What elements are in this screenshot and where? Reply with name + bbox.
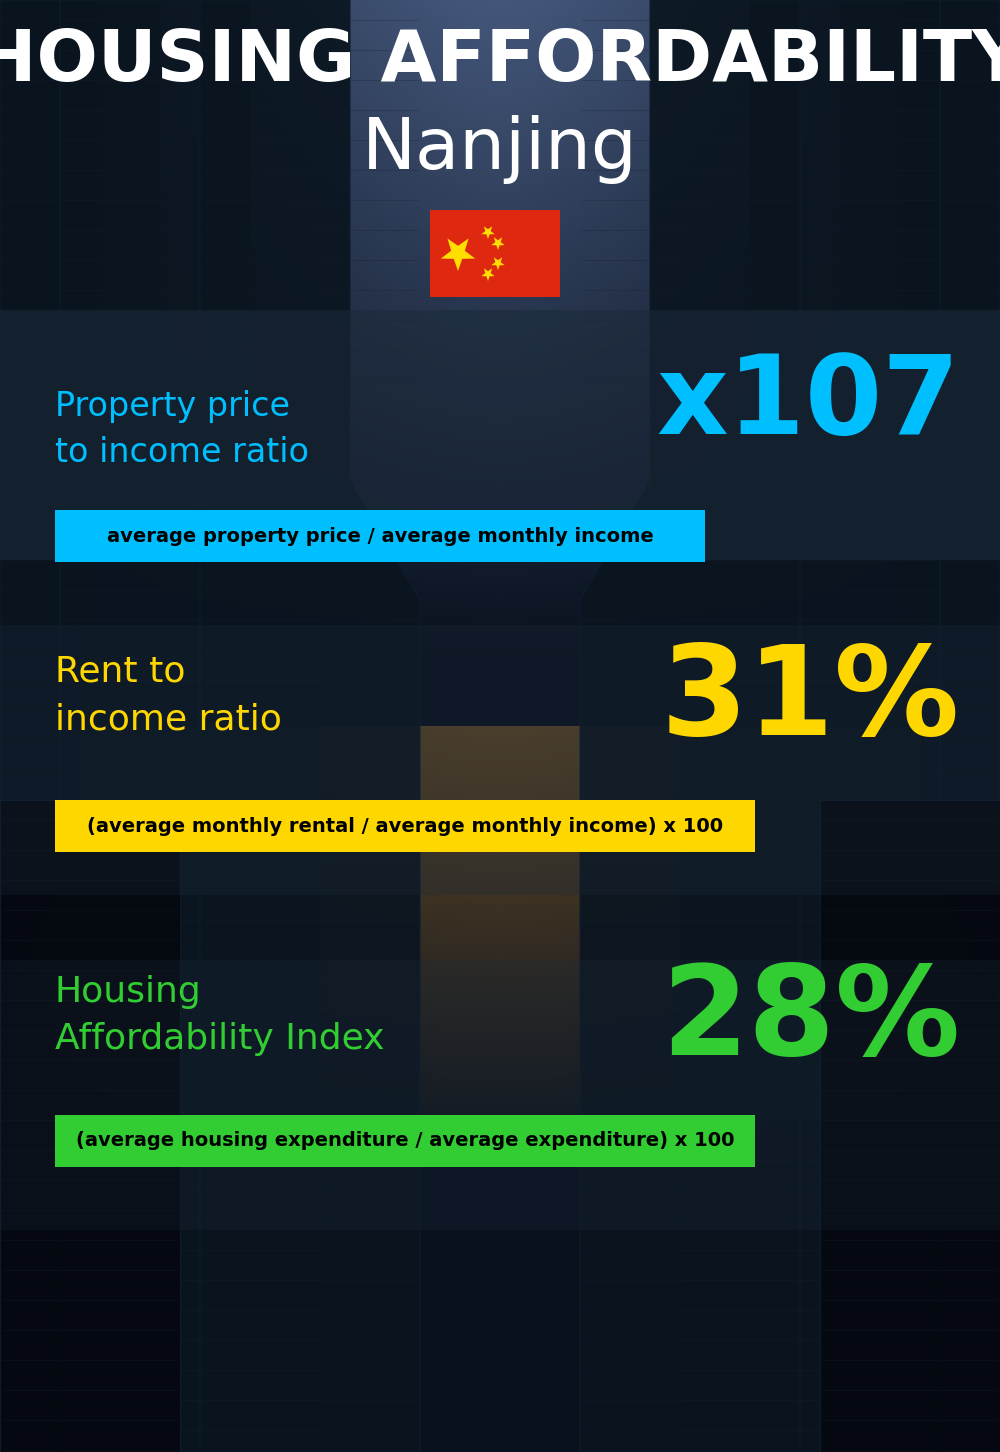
Polygon shape bbox=[0, 800, 180, 1452]
Polygon shape bbox=[900, 0, 1000, 700]
Polygon shape bbox=[200, 0, 420, 1452]
FancyBboxPatch shape bbox=[0, 960, 1000, 1230]
FancyBboxPatch shape bbox=[55, 800, 755, 852]
Polygon shape bbox=[820, 800, 1000, 1452]
Text: HOUSING AFFORDABILITY: HOUSING AFFORDABILITY bbox=[0, 28, 1000, 96]
Polygon shape bbox=[680, 0, 940, 1452]
Text: 28%: 28% bbox=[661, 960, 960, 1080]
FancyBboxPatch shape bbox=[55, 1115, 755, 1167]
Text: average property price / average monthly income: average property price / average monthly… bbox=[107, 527, 653, 546]
FancyBboxPatch shape bbox=[0, 624, 1000, 894]
Polygon shape bbox=[60, 0, 320, 1452]
Polygon shape bbox=[0, 0, 100, 700]
Text: Housing
Affordability Index: Housing Affordability Index bbox=[55, 974, 384, 1057]
Polygon shape bbox=[800, 0, 1000, 1452]
Polygon shape bbox=[481, 227, 495, 240]
Polygon shape bbox=[481, 269, 495, 282]
Text: Nanjing: Nanjing bbox=[362, 116, 638, 184]
Text: (average monthly rental / average monthly income) x 100: (average monthly rental / average monthl… bbox=[87, 816, 723, 835]
Polygon shape bbox=[580, 0, 800, 1452]
Text: Rent to
income ratio: Rent to income ratio bbox=[55, 655, 282, 736]
Polygon shape bbox=[0, 0, 200, 1452]
Text: (average housing expenditure / average expenditure) x 100: (average housing expenditure / average e… bbox=[76, 1131, 734, 1150]
Polygon shape bbox=[0, 0, 80, 1000]
Polygon shape bbox=[491, 257, 505, 270]
Polygon shape bbox=[920, 0, 1000, 1000]
FancyBboxPatch shape bbox=[55, 510, 705, 562]
Polygon shape bbox=[491, 237, 505, 250]
Text: Property price
to income ratio: Property price to income ratio bbox=[55, 391, 309, 469]
FancyBboxPatch shape bbox=[430, 211, 560, 298]
Polygon shape bbox=[441, 238, 475, 272]
Text: 31%: 31% bbox=[661, 640, 960, 761]
FancyBboxPatch shape bbox=[0, 309, 1000, 560]
Text: x107: x107 bbox=[656, 350, 960, 457]
